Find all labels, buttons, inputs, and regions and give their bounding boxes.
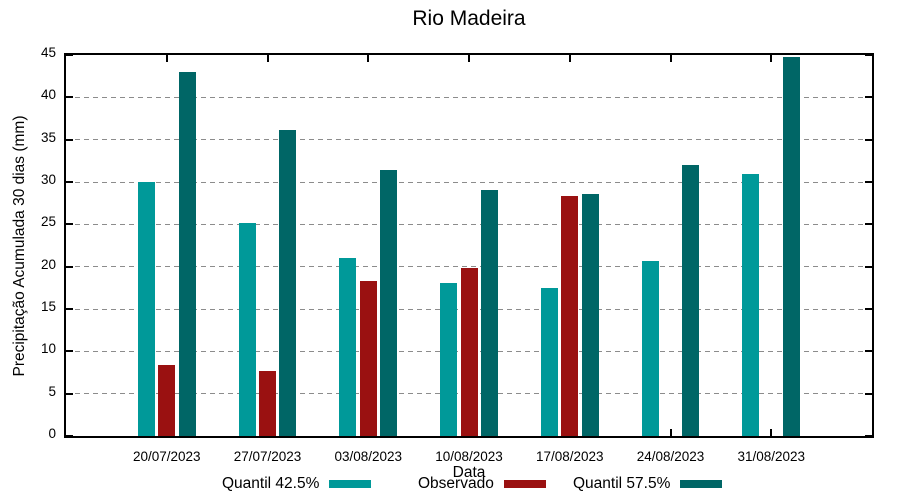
plot-area [64, 53, 874, 438]
legend-swatch [680, 480, 723, 488]
chart-title: Rio Madeira [412, 7, 526, 30]
x-tick-label: 27/07/2023 [233, 449, 302, 464]
y-axis-label: Precipitação Acumulada 30 dias (mm) [11, 115, 28, 377]
legend-item: Quantil 57.5% [573, 475, 723, 493]
bar [359, 281, 377, 436]
y-tick-mark [865, 265, 872, 268]
x-tick-mark [367, 55, 370, 62]
bar [339, 258, 357, 436]
gridline [66, 181, 872, 183]
gridline [66, 96, 872, 98]
y-tick-mark [66, 54, 73, 56]
x-tick-label: 31/08/2023 [737, 449, 806, 464]
bar [178, 71, 196, 436]
y-tick-label: 20 [40, 256, 56, 272]
legend-item: Quantil 42.5% [222, 475, 372, 493]
x-tick-mark [165, 55, 168, 62]
y-tick-mark [865, 96, 872, 99]
y-tick-label: 10 [40, 341, 56, 357]
bar [158, 364, 176, 436]
x-tick-mark [770, 429, 773, 436]
y-tick-mark [66, 96, 73, 99]
y-tick-mark [865, 181, 872, 183]
bar [581, 193, 599, 436]
legend-swatch [503, 480, 546, 488]
bar [480, 190, 498, 436]
x-tick-label: 03/08/2023 [334, 449, 403, 464]
y-tick-label: 30 [40, 172, 56, 187]
y-tick-mark [66, 223, 73, 226]
bar [742, 173, 760, 436]
bar [137, 182, 155, 436]
y-tick-mark [66, 181, 73, 183]
legend-label: Observado [418, 475, 494, 492]
bar [279, 130, 297, 436]
x-tick-mark [468, 55, 470, 62]
x-tick-label: 17/08/2023 [535, 449, 604, 464]
y-tick-mark [865, 223, 872, 226]
y-tick-label: 45 [40, 45, 56, 60]
gridline [66, 223, 872, 225]
x-tick-mark [568, 55, 571, 62]
bar [682, 165, 700, 436]
y-tick-label: 35 [40, 129, 56, 145]
y-tick-mark [865, 54, 872, 56]
gridline [66, 266, 872, 268]
y-tick-mark [66, 265, 73, 268]
y-tick-mark [865, 350, 872, 353]
x-axis-label: Data [452, 464, 486, 481]
bar [641, 260, 659, 436]
x-tick-label: 10/08/2023 [435, 449, 503, 464]
x-tick-label: 20/07/2023 [132, 449, 201, 464]
y-tick-mark [66, 392, 73, 395]
x-tick-mark [669, 429, 672, 436]
y-tick-mark [66, 435, 73, 437]
y-tick-mark [865, 138, 872, 141]
y-tick-label: 15 [40, 299, 56, 314]
bar [440, 282, 458, 436]
y-tick-label: 40 [40, 87, 56, 103]
y-tick-label: 5 [48, 383, 56, 399]
legend-swatch [329, 480, 372, 488]
y-tick-label: 25 [40, 214, 56, 230]
bar [540, 287, 558, 436]
bar [238, 222, 256, 436]
x-tick-mark [770, 55, 773, 62]
bar [380, 170, 398, 436]
bar [561, 196, 579, 436]
x-tick-mark [669, 55, 672, 62]
y-tick-mark [66, 350, 73, 353]
x-tick-label: 24/08/2023 [636, 449, 705, 464]
x-tick-mark [266, 55, 269, 62]
bar [259, 370, 276, 436]
legend-label: Quantil 42.5% [222, 475, 320, 492]
y-tick-mark [865, 435, 872, 437]
y-tick-mark [66, 138, 73, 141]
bar [783, 56, 801, 436]
y-tick-mark [865, 308, 872, 310]
y-tick-label: 0 [48, 426, 56, 441]
gridline [66, 139, 872, 141]
legend-item: Observado [418, 475, 546, 493]
bar [460, 267, 478, 436]
legend-label: Quantil 57.5% [573, 475, 671, 492]
y-tick-mark [865, 392, 872, 395]
y-tick-mark [66, 308, 73, 310]
